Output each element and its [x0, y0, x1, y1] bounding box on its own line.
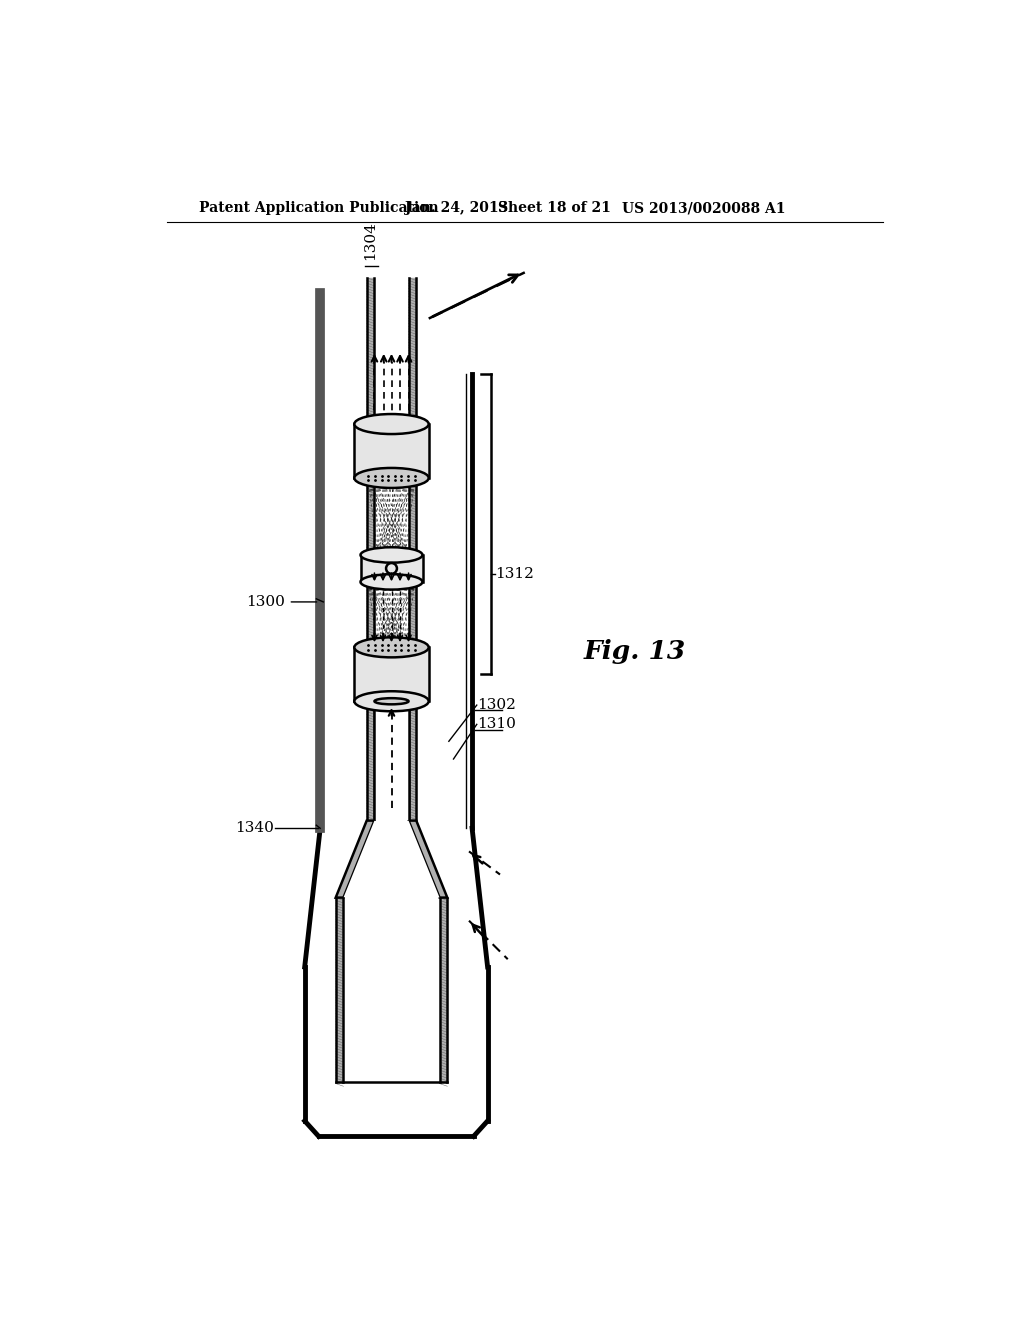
Ellipse shape [354, 414, 429, 434]
Ellipse shape [375, 698, 409, 705]
Text: Patent Application Publication: Patent Application Publication [200, 202, 439, 215]
Text: 1310: 1310 [477, 717, 516, 731]
Text: Sheet 18 of 21: Sheet 18 of 21 [499, 202, 611, 215]
Ellipse shape [354, 469, 429, 488]
Text: 1300: 1300 [247, 595, 286, 609]
Text: US 2013/0020088 A1: US 2013/0020088 A1 [623, 202, 786, 215]
Text: 1304: 1304 [364, 222, 378, 260]
Text: Fig. 13: Fig. 13 [584, 639, 686, 664]
Polygon shape [409, 821, 447, 898]
Text: Jan. 24, 2013: Jan. 24, 2013 [406, 202, 509, 215]
Ellipse shape [360, 574, 423, 590]
Ellipse shape [354, 638, 429, 657]
Text: 1340: 1340 [234, 821, 273, 836]
Ellipse shape [360, 548, 423, 562]
Polygon shape [343, 821, 439, 898]
Polygon shape [336, 821, 375, 898]
Text: 1312: 1312 [496, 568, 535, 581]
Text: 1302: 1302 [477, 698, 516, 711]
Ellipse shape [354, 692, 429, 711]
